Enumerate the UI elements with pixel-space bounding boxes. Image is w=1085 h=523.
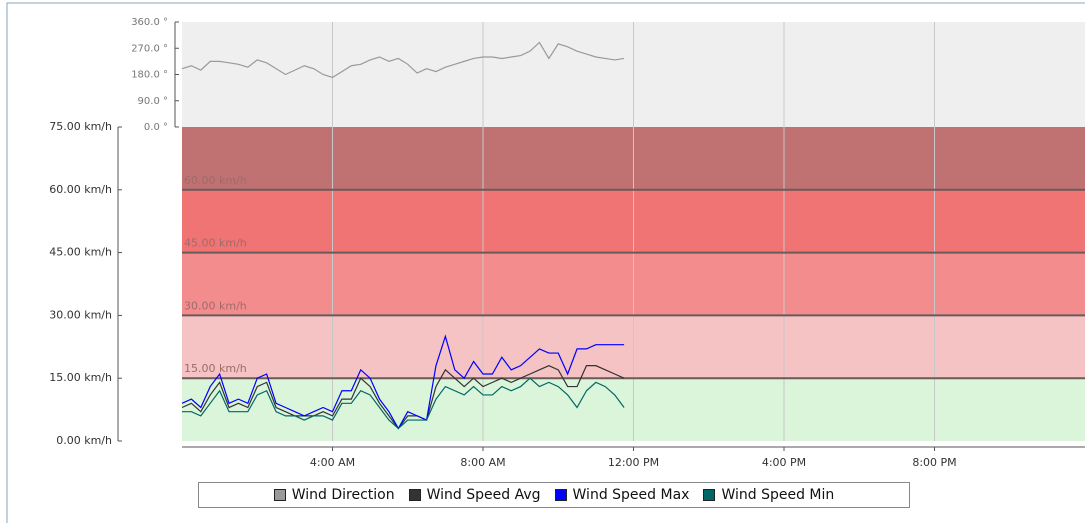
x-tick-label: 4:00 AM bbox=[310, 456, 355, 469]
legend-label: Wind Direction bbox=[291, 487, 395, 503]
y2-tick-label: 180.0 ° bbox=[131, 70, 168, 81]
threshold-label: 60.00 km/h bbox=[184, 174, 247, 187]
series-line bbox=[181, 364, 625, 430]
y2-tick-label: 270.0 ° bbox=[131, 43, 168, 54]
y-tick-label: 60.00 km/h bbox=[49, 183, 112, 196]
y-tick-label: 45.00 km/h bbox=[49, 246, 112, 259]
legend-item: Wind Speed Avg bbox=[408, 487, 541, 503]
y2-tick-label: 0.0 ° bbox=[144, 122, 168, 133]
legend: Wind Direction Wind Speed Avg Wind Speed M… bbox=[198, 482, 910, 508]
legend-item: Wind Speed Max bbox=[554, 487, 690, 503]
legend-swatch bbox=[703, 489, 716, 501]
frame bbox=[6, 2, 1085, 523]
legend-swatch bbox=[408, 489, 421, 501]
legend-item: Wind Speed Min bbox=[703, 487, 834, 503]
threshold-label: 45.00 km/h bbox=[184, 237, 247, 250]
series-line bbox=[181, 334, 625, 430]
y2-tick-label: 360.0 ° bbox=[131, 17, 168, 28]
legend-item: Wind Direction bbox=[273, 487, 395, 503]
legend-swatch bbox=[273, 489, 286, 501]
legend-label: Wind Speed Max bbox=[572, 487, 690, 503]
legend-label: Wind Speed Avg bbox=[426, 487, 541, 503]
y-tick-label: 30.00 km/h bbox=[49, 308, 112, 321]
x-tick-label: 12:00 PM bbox=[608, 456, 659, 469]
x-tick-label: 4:00 PM bbox=[762, 456, 806, 469]
y-tick-label: 0.00 km/h bbox=[56, 434, 112, 447]
x-tick-label: 8:00 PM bbox=[912, 456, 956, 469]
threshold-label: 15.00 km/h bbox=[184, 362, 247, 375]
y-tick-label: 75.00 km/h bbox=[49, 120, 112, 133]
legend-label: Wind Speed Min bbox=[721, 487, 835, 503]
y-tick-label: 15.00 km/h bbox=[49, 371, 112, 384]
threshold-label: 30.00 km/h bbox=[184, 299, 247, 312]
series-line bbox=[182, 377, 625, 430]
legend-swatch bbox=[554, 489, 567, 501]
x-tick-label: 8:00 AM bbox=[460, 456, 505, 469]
y2-tick-label: 90.0 ° bbox=[138, 96, 168, 107]
series-line bbox=[181, 41, 625, 79]
